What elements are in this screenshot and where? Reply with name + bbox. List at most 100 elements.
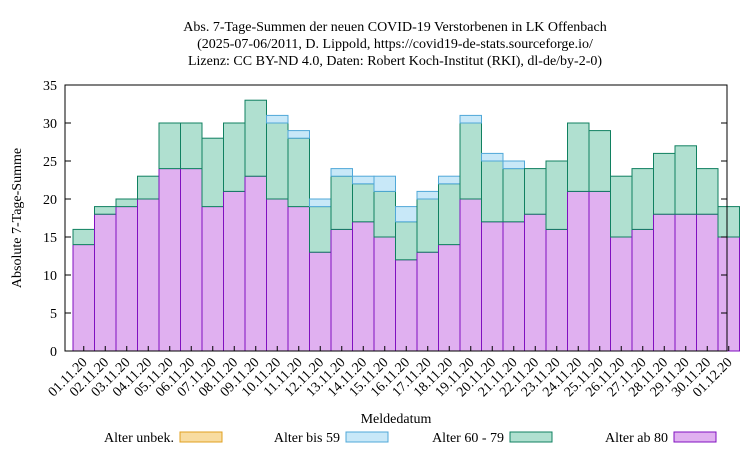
x-axis-label: Meldedatum xyxy=(361,412,432,427)
bar-alter-ab-80-04.11.20 xyxy=(137,198,160,352)
bar-alter-ab-80-01.12.20 xyxy=(717,236,740,352)
bar-alter-60-79-19.11.20 xyxy=(459,122,482,200)
x-axis: 01.11.2002.11.2003.11.2004.11.2005.11.20… xyxy=(46,346,736,400)
chart-title-line-1: Abs. 7-Tage-Summen der neuen COVID-19 Ve… xyxy=(183,20,606,35)
bar-alter-ab-80-19.11.20 xyxy=(459,198,482,352)
bar-alter-ab-80-21.11.20 xyxy=(502,221,525,352)
bar-alter-60-79-11.11.20 xyxy=(287,137,310,208)
legend-swatch-alter-ab-80 xyxy=(673,431,717,443)
bar-alter-60-79-09.11.20 xyxy=(244,99,267,177)
bar-alter-ab-80-22.11.20 xyxy=(524,213,547,352)
bar-alter-ab-80-08.11.20 xyxy=(223,190,246,352)
bar-alter-ab-80-26.11.20 xyxy=(610,236,633,352)
bar-alter-bis-59-15.11.20 xyxy=(373,175,396,192)
bar-alter-60-79-05.11.20 xyxy=(158,122,181,170)
bar-alter-60-79-12.11.20 xyxy=(309,206,332,253)
legend-label-alter-ab-80: Alter ab 80 xyxy=(605,431,668,446)
bar-alter-60-79-13.11.20 xyxy=(330,175,353,230)
bar-alter-60-79-07.11.20 xyxy=(201,137,224,208)
legend-label-alter-bis-59: Alter bis 59 xyxy=(274,431,340,446)
bar-alter-ab-80-01.11.20 xyxy=(72,244,95,352)
bar-alter-ab-80-24.11.20 xyxy=(567,190,590,352)
plot-frame xyxy=(64,84,728,352)
bar-alter-ab-80-11.11.20 xyxy=(287,206,310,352)
legend-swatch-alter-unbek- xyxy=(179,431,223,443)
bar-alter-60-79-02.11.20 xyxy=(94,206,117,215)
bar-alter-ab-80-02.11.20 xyxy=(94,213,117,352)
bar-alter-bis-59-11.11.20 xyxy=(287,130,310,139)
bar-alter-ab-80-28.11.20 xyxy=(653,213,676,352)
bar-alter-bis-59-18.11.20 xyxy=(438,175,461,185)
bar-alter-bis-59-14.11.20 xyxy=(352,175,375,185)
bar-alter-ab-80-14.11.20 xyxy=(352,221,375,352)
y-tick-label-20: 20 xyxy=(43,193,57,208)
bar-alter-ab-80-15.11.20 xyxy=(373,236,396,352)
legend-label-alter-60-79: Alter 60 - 79 xyxy=(432,431,504,446)
bar-alter-60-79-03.11.20 xyxy=(115,198,138,208)
bar-alter-ab-80-16.11.20 xyxy=(395,259,418,352)
bar-alter-60-79-01.11.20 xyxy=(72,228,95,246)
bar-alter-ab-80-29.11.20 xyxy=(674,213,697,352)
bar-alter-60-79-06.11.20 xyxy=(180,122,203,170)
bar-alter-60-79-01.12.20 xyxy=(717,206,740,238)
plot-area: 0 5 10 15 20 25 30 35 01.11.2002.11.2003.11.200… xyxy=(43,79,740,400)
bar-alter-60-79-24.11.20 xyxy=(567,122,590,192)
bar-alter-ab-80-23.11.20 xyxy=(545,228,568,352)
y-tick-label-15: 15 xyxy=(43,231,57,246)
y-tick-label-10: 10 xyxy=(43,269,57,284)
y-axis-label: Absolute 7-Tage-Summe xyxy=(10,148,25,288)
bar-alter-60-79-04.11.20 xyxy=(137,175,160,200)
bar-alter-60-79-26.11.20 xyxy=(610,175,633,238)
chart-title-line-2: (2025-07-06/2011, D. Lippold, https://co… xyxy=(197,37,593,52)
bar-alter-bis-59-13.11.20 xyxy=(330,168,353,177)
bar-alter-60-79-16.11.20 xyxy=(395,221,418,261)
bar-alter-ab-80-09.11.20 xyxy=(244,175,267,352)
bar-alter-60-79-08.11.20 xyxy=(223,122,246,192)
bar-alter-60-79-22.11.20 xyxy=(524,168,547,215)
bar-alter-bis-59-21.11.20 xyxy=(502,160,525,170)
bar-alter-ab-80-06.11.20 xyxy=(180,168,203,352)
legend: Alter unbek. Alter bis 59 Alter 60 - 79 Alt… xyxy=(104,431,717,446)
bar-alter-60-79-15.11.20 xyxy=(373,190,396,238)
chart-title-line-3: Lizenz: CC BY-ND 4.0, Daten: Robert Koch… xyxy=(188,54,602,69)
bar-alter-ab-80-12.11.20 xyxy=(309,251,332,352)
bar-alter-ab-80-20.11.20 xyxy=(481,221,504,352)
bar-alter-bis-59-20.11.20 xyxy=(481,152,504,162)
bar-alter-ab-80-17.11.20 xyxy=(416,251,439,352)
bar-alter-60-79-17.11.20 xyxy=(416,198,439,253)
y-tick-label-30: 30 xyxy=(43,117,57,132)
bar-alter-ab-80-13.11.20 xyxy=(330,228,353,352)
bar-alter-bis-59-19.11.20 xyxy=(459,114,482,124)
legend-label-alter-unbek-: Alter unbek. xyxy=(104,431,174,446)
y-tick-label-5: 5 xyxy=(50,307,57,322)
bar-alter-ab-80-10.11.20 xyxy=(266,198,289,352)
bar-alter-60-79-27.11.20 xyxy=(631,168,654,230)
bar-alter-60-79-30.11.20 xyxy=(696,168,719,215)
bar-alter-bis-59-17.11.20 xyxy=(416,190,439,200)
bar-alter-60-79-23.11.20 xyxy=(545,160,568,230)
bar-alter-60-79-18.11.20 xyxy=(438,183,461,246)
y-tick-label-25: 25 xyxy=(43,155,57,170)
legend-swatch-alter-60-79 xyxy=(509,431,553,443)
y-tick-label-0: 0 xyxy=(50,345,57,360)
bar-alter-60-79-25.11.20 xyxy=(588,130,611,192)
y-tick-label-35: 35 xyxy=(43,79,57,94)
bar-alter-60-79-28.11.20 xyxy=(653,152,676,215)
bar-alter-bis-59-10.11.20 xyxy=(266,114,289,124)
bar-alter-ab-80-07.11.20 xyxy=(201,206,224,352)
bar-alter-bis-59-16.11.20 xyxy=(395,206,418,223)
bar-alter-bis-59-12.11.20 xyxy=(309,198,332,208)
bar-alter-60-79-14.11.20 xyxy=(352,183,375,223)
bar-alter-ab-80-03.11.20 xyxy=(115,206,138,352)
bar-alter-ab-80-27.11.20 xyxy=(631,228,654,352)
bar-alter-60-79-29.11.20 xyxy=(674,145,697,215)
bar-alter-ab-80-18.11.20 xyxy=(438,244,461,352)
bar-alter-60-79-20.11.20 xyxy=(481,160,504,223)
legend-swatch-alter-bis-59 xyxy=(345,431,389,443)
y-axis: 0 5 10 15 20 25 30 35 xyxy=(43,79,727,360)
bar-alter-ab-80-05.11.20 xyxy=(158,168,181,352)
bar-alter-ab-80-30.11.20 xyxy=(696,213,719,352)
bars-group xyxy=(72,99,740,352)
bar-alter-60-79-10.11.20 xyxy=(266,122,289,200)
